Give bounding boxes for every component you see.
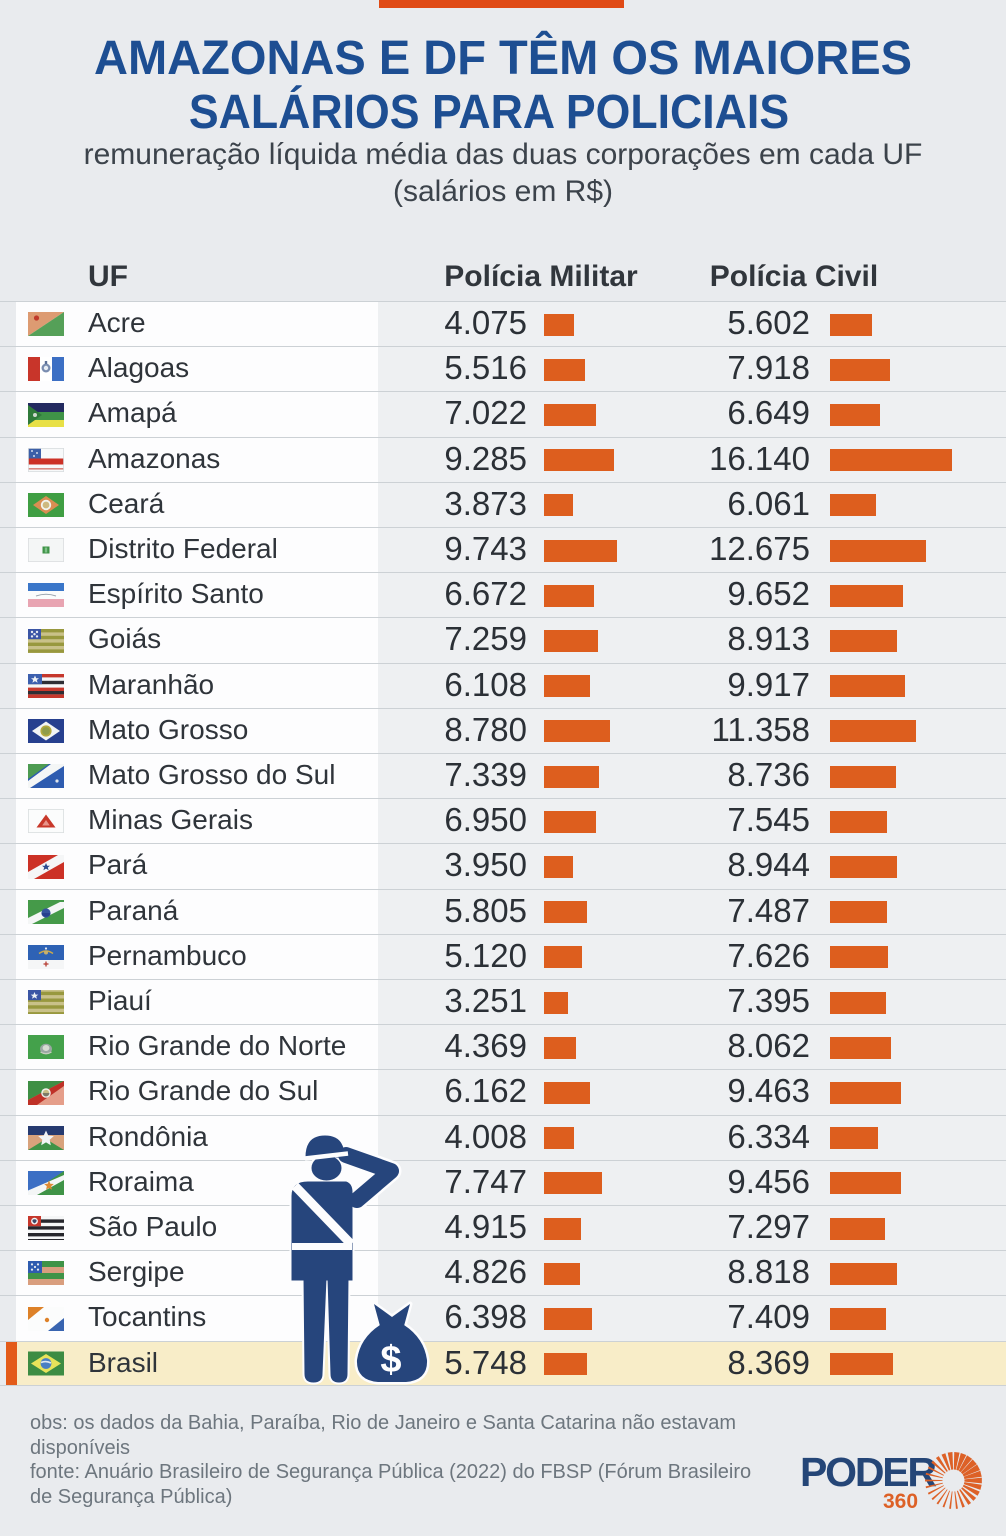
svg-text:$: $ bbox=[380, 1339, 401, 1381]
